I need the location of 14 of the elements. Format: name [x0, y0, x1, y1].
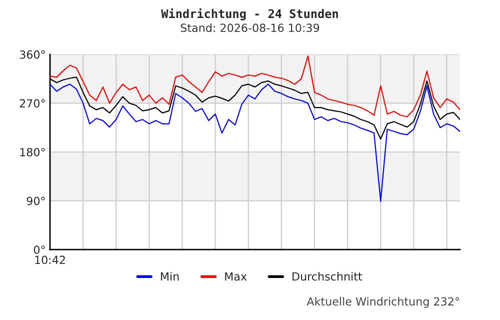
- text: Aktuelle Windrichtung 232°: [306, 297, 459, 308]
- line-series: [50, 55, 460, 118]
- chart-title: Windrichtung - 24 Stunden: [161, 8, 338, 20]
- text: 10:42: [35, 256, 65, 264]
- y-tick-label: 360°: [20, 50, 45, 59]
- chart-subtitle: Stand: 2026-08-16 10:39: [180, 23, 320, 32]
- legend-label: Durchschnitt: [292, 272, 362, 281]
- line-series: [50, 84, 460, 202]
- y-tick-label: 180°: [20, 148, 45, 156]
- legend-label: Min: [160, 272, 179, 280]
- y-tick-label: 90°: [26, 196, 45, 206]
- legend-label: Max: [225, 272, 247, 281]
- y-tick-label: 0°: [34, 246, 45, 254]
- y-tick-label: 270°: [20, 99, 45, 108]
